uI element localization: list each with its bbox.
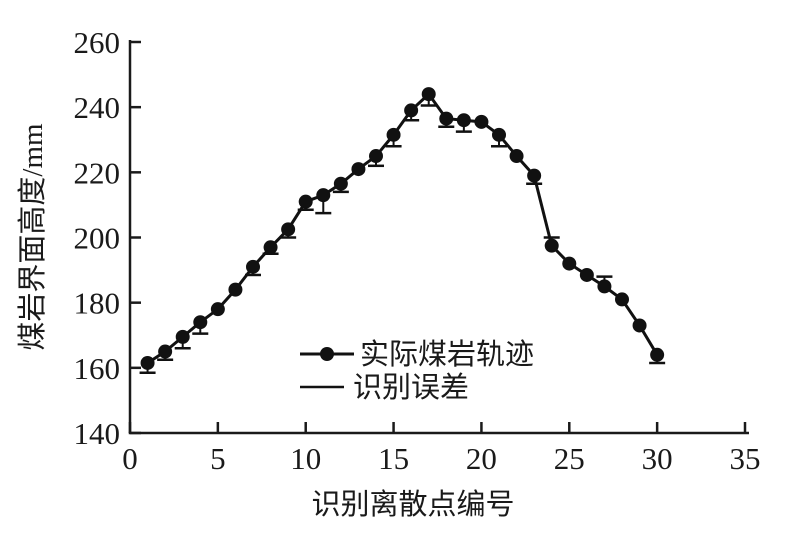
data-point [386,127,401,142]
data-point [544,238,559,253]
data-point [210,302,225,317]
legend-label-trace: 实际煤岩轨迹 [360,338,534,371]
legend-dot-marker [320,347,334,361]
data-point [615,292,629,307]
data-point [369,149,383,164]
data-point [562,256,577,271]
y-tick-label: 200 [74,221,121,256]
series-line [146,91,659,365]
data-point [281,222,296,237]
x-tick-label: 10 [290,441,321,476]
x-tick-label: 25 [554,441,585,476]
data-point [351,162,366,177]
data-point [298,194,313,209]
y-tick-label: 140 [74,416,121,451]
y-tick-label: 160 [74,351,121,386]
data-point [632,318,647,333]
x-tick-label: 15 [378,441,409,476]
data-point [158,344,173,359]
data-point [456,113,471,128]
y-tick-label: 180 [74,286,121,321]
data-point [650,347,665,362]
x-axis-title: 识别离散点编号 [311,489,515,521]
data-point [509,149,524,164]
data-point [333,176,348,191]
data-point [316,188,331,203]
data-point [246,259,260,274]
data-point [263,240,278,255]
legend-label-error: 识别误差 [353,371,469,404]
data-point [193,315,208,330]
y-tick-label: 240 [74,90,121,125]
x-tick-label: 30 [642,441,673,476]
data-point [404,103,419,118]
y-axis-title: 煤岩界面高度/mm [17,123,49,351]
y-tick-label: 220 [74,155,121,190]
data-point [175,329,190,344]
y-tick-label: 260 [74,25,121,60]
data-point [140,355,155,370]
x-tick-label: 35 [730,441,761,476]
x-tick-label: 20 [466,441,497,476]
data-point [228,282,243,297]
data-point [527,168,542,183]
data-point [421,87,436,102]
data-point [492,127,506,142]
x-tick-label: 5 [210,441,226,476]
x-tick-label: 0 [122,441,138,476]
data-point [597,279,612,294]
data-point [439,111,454,126]
data-point [474,114,489,129]
data-point [579,267,594,282]
